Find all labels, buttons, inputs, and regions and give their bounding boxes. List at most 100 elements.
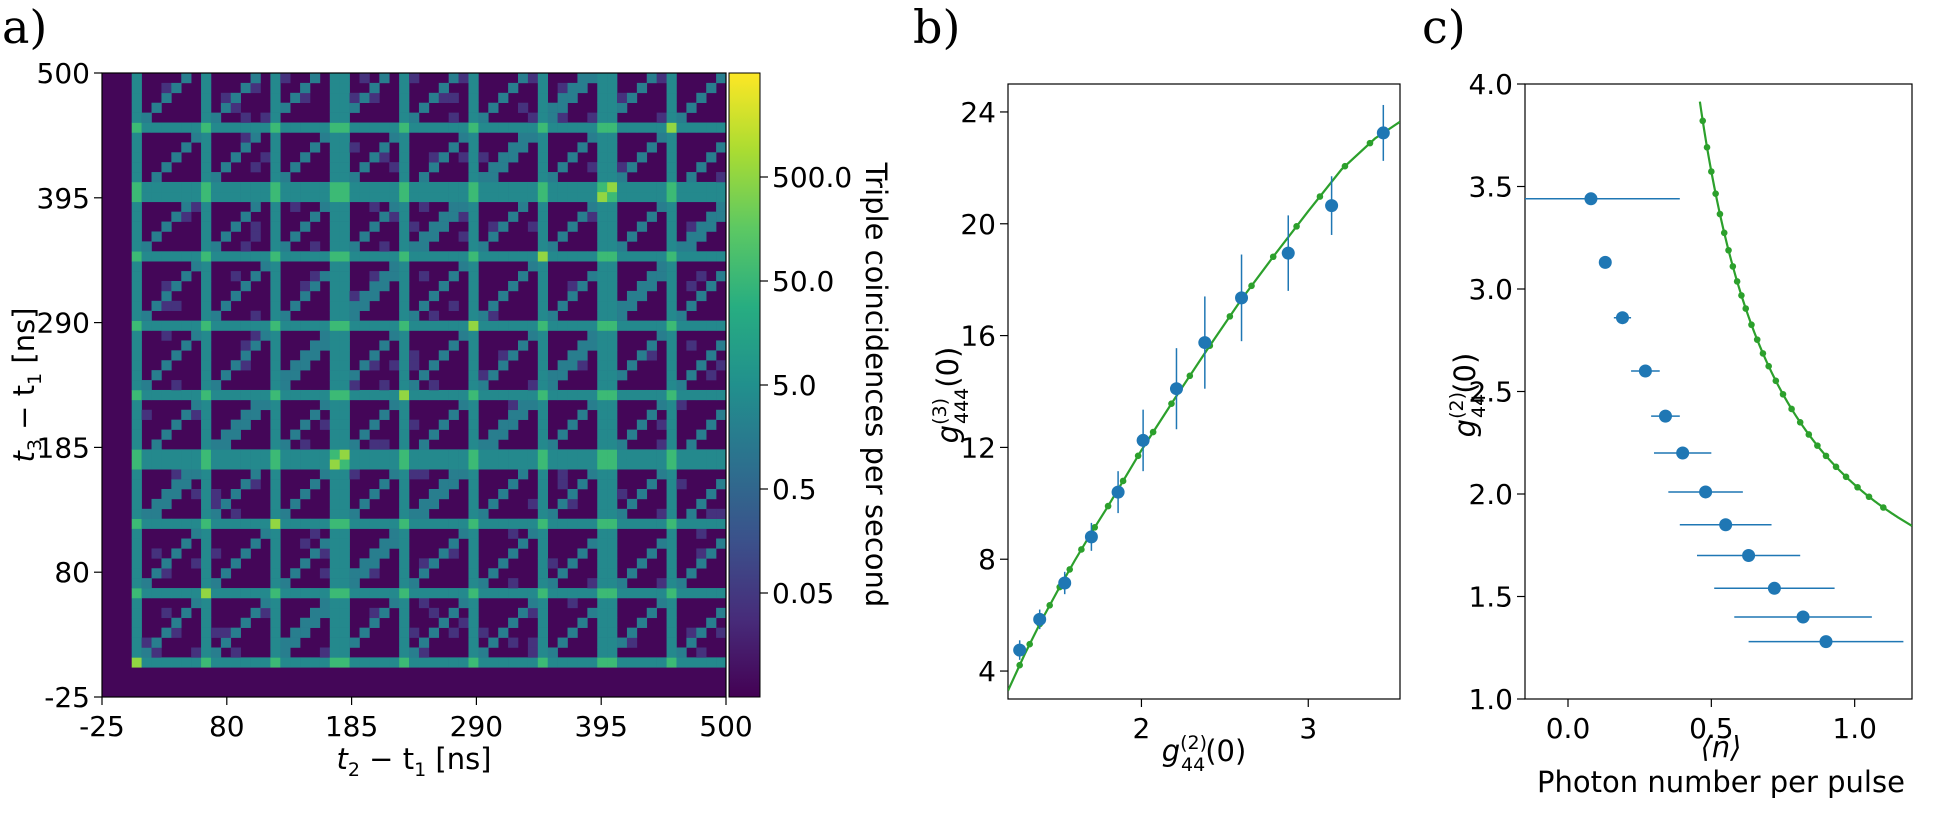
heatmap-cell bbox=[527, 449, 539, 460]
heatmap-cell bbox=[478, 172, 489, 183]
heatmap-cell bbox=[448, 340, 459, 351]
heatmap-cell bbox=[468, 241, 479, 252]
heatmap-cell bbox=[319, 548, 331, 559]
heatmap-cell bbox=[508, 479, 519, 490]
heatmap-cell bbox=[389, 389, 400, 401]
heatmap-cell bbox=[141, 251, 152, 262]
heatmap-cell bbox=[290, 162, 301, 173]
heatmap-cell bbox=[220, 637, 232, 648]
heatmap-cell bbox=[201, 152, 212, 163]
heatmap-cell bbox=[270, 508, 281, 520]
heatmap-cell bbox=[498, 588, 509, 599]
heatmap-cell bbox=[646, 122, 657, 133]
heatmap-cell bbox=[270, 588, 281, 599]
heatmap-cell bbox=[607, 528, 618, 539]
heatmap-cell bbox=[161, 221, 172, 232]
panel-c: c) 0.0 0.5 1.0 1.01.52.02.53.03.54.0 ⟨n⟩ P… bbox=[1422, 0, 1913, 799]
heatmap-cell bbox=[716, 191, 727, 203]
heatmap-cell bbox=[319, 647, 331, 658]
heatmap-cell bbox=[210, 251, 222, 262]
heatmap-cell bbox=[626, 657, 638, 668]
heatmap-cell bbox=[468, 340, 479, 351]
heatmap-cell bbox=[547, 172, 558, 183]
heatmap-cell bbox=[329, 439, 341, 450]
heatmap-cell bbox=[716, 181, 727, 193]
heatmap-cell bbox=[201, 172, 212, 183]
heatmap-cell bbox=[518, 340, 529, 351]
heatmap-cell bbox=[131, 82, 142, 94]
heatmap-cell bbox=[240, 281, 251, 292]
heatmap-cell bbox=[131, 112, 142, 123]
heatmap-cell bbox=[201, 73, 212, 84]
heatmap-cell bbox=[518, 142, 529, 153]
heatmap-cell bbox=[161, 657, 172, 668]
heatmap-cell bbox=[567, 449, 578, 460]
heatmap-cell bbox=[181, 320, 192, 331]
heatmap-cell bbox=[171, 479, 182, 490]
heatmap-cell bbox=[508, 122, 519, 133]
heatmap-cell bbox=[339, 281, 350, 292]
heatmap-cell bbox=[696, 389, 707, 401]
heatmap-cell bbox=[607, 191, 618, 203]
heatmap-cell bbox=[438, 419, 449, 430]
heatmap-cell bbox=[290, 320, 301, 331]
heatmap-cell bbox=[300, 251, 311, 262]
heatmap-cell bbox=[260, 459, 271, 470]
heatmap-y-tick-label: 290 bbox=[37, 307, 90, 340]
heatmap-cell bbox=[508, 320, 519, 331]
heatmap-cell bbox=[201, 588, 212, 599]
heatmap-cell bbox=[617, 657, 628, 668]
heatmap-cell bbox=[607, 122, 618, 133]
heatmap-cell bbox=[666, 607, 677, 619]
heatmap-cell bbox=[359, 122, 370, 133]
heatmap-cell bbox=[656, 73, 667, 84]
heatmap-cell bbox=[250, 330, 261, 341]
heatmap-cell bbox=[537, 419, 549, 430]
heatmap-cell bbox=[498, 181, 509, 193]
heatmap-cell bbox=[686, 241, 697, 252]
heatmap-cell bbox=[240, 251, 251, 262]
heatmap-cell bbox=[547, 251, 558, 262]
heatmap-cell bbox=[686, 518, 697, 529]
heatmap-cell bbox=[498, 191, 509, 203]
plot-b-x-tick-label: 2 bbox=[1133, 712, 1151, 745]
heatmap-cell bbox=[666, 112, 677, 123]
heatmap-cell bbox=[537, 588, 549, 599]
plot-c-theory-marker bbox=[1832, 463, 1840, 471]
heatmap-cell bbox=[626, 290, 638, 302]
heatmap-cell bbox=[468, 538, 479, 549]
heatmap-cell bbox=[527, 607, 539, 619]
heatmap-cell bbox=[706, 449, 717, 460]
heatmap-cell bbox=[201, 82, 212, 94]
heatmap-cell bbox=[339, 201, 350, 212]
heatmap-cell bbox=[329, 548, 341, 559]
heatmap-cell bbox=[567, 558, 578, 569]
heatmap-cell bbox=[250, 191, 261, 203]
heatmap-cell bbox=[607, 588, 618, 599]
heatmap-cell bbox=[359, 389, 370, 401]
heatmap-cell bbox=[537, 597, 549, 609]
heatmap-cell bbox=[706, 548, 717, 559]
heatmap-cell bbox=[359, 181, 370, 193]
heatmap-cell bbox=[607, 112, 618, 123]
heatmap-cell bbox=[329, 479, 341, 490]
heatmap-cell bbox=[171, 389, 182, 401]
heatmap-cell bbox=[636, 290, 648, 302]
plot-b-theory-marker bbox=[1134, 452, 1142, 460]
heatmap-cell bbox=[131, 558, 142, 569]
heatmap-cell bbox=[686, 459, 697, 470]
heatmap-cell bbox=[369, 489, 380, 500]
heatmap-cell bbox=[300, 657, 311, 668]
heatmap-cell bbox=[676, 399, 687, 411]
heatmap-cell bbox=[527, 389, 539, 401]
heatmap-cell bbox=[468, 162, 479, 173]
heatmap-cell bbox=[636, 320, 648, 331]
heatmap-cell bbox=[290, 300, 301, 312]
heatmap-cell bbox=[666, 548, 677, 559]
heatmap-cell bbox=[339, 578, 350, 589]
heatmap-cell bbox=[329, 73, 341, 84]
heatmap-cell bbox=[696, 548, 707, 559]
heatmap-cell bbox=[270, 568, 281, 579]
heatmap-cell bbox=[329, 201, 341, 212]
heatmap-cell bbox=[696, 251, 707, 262]
